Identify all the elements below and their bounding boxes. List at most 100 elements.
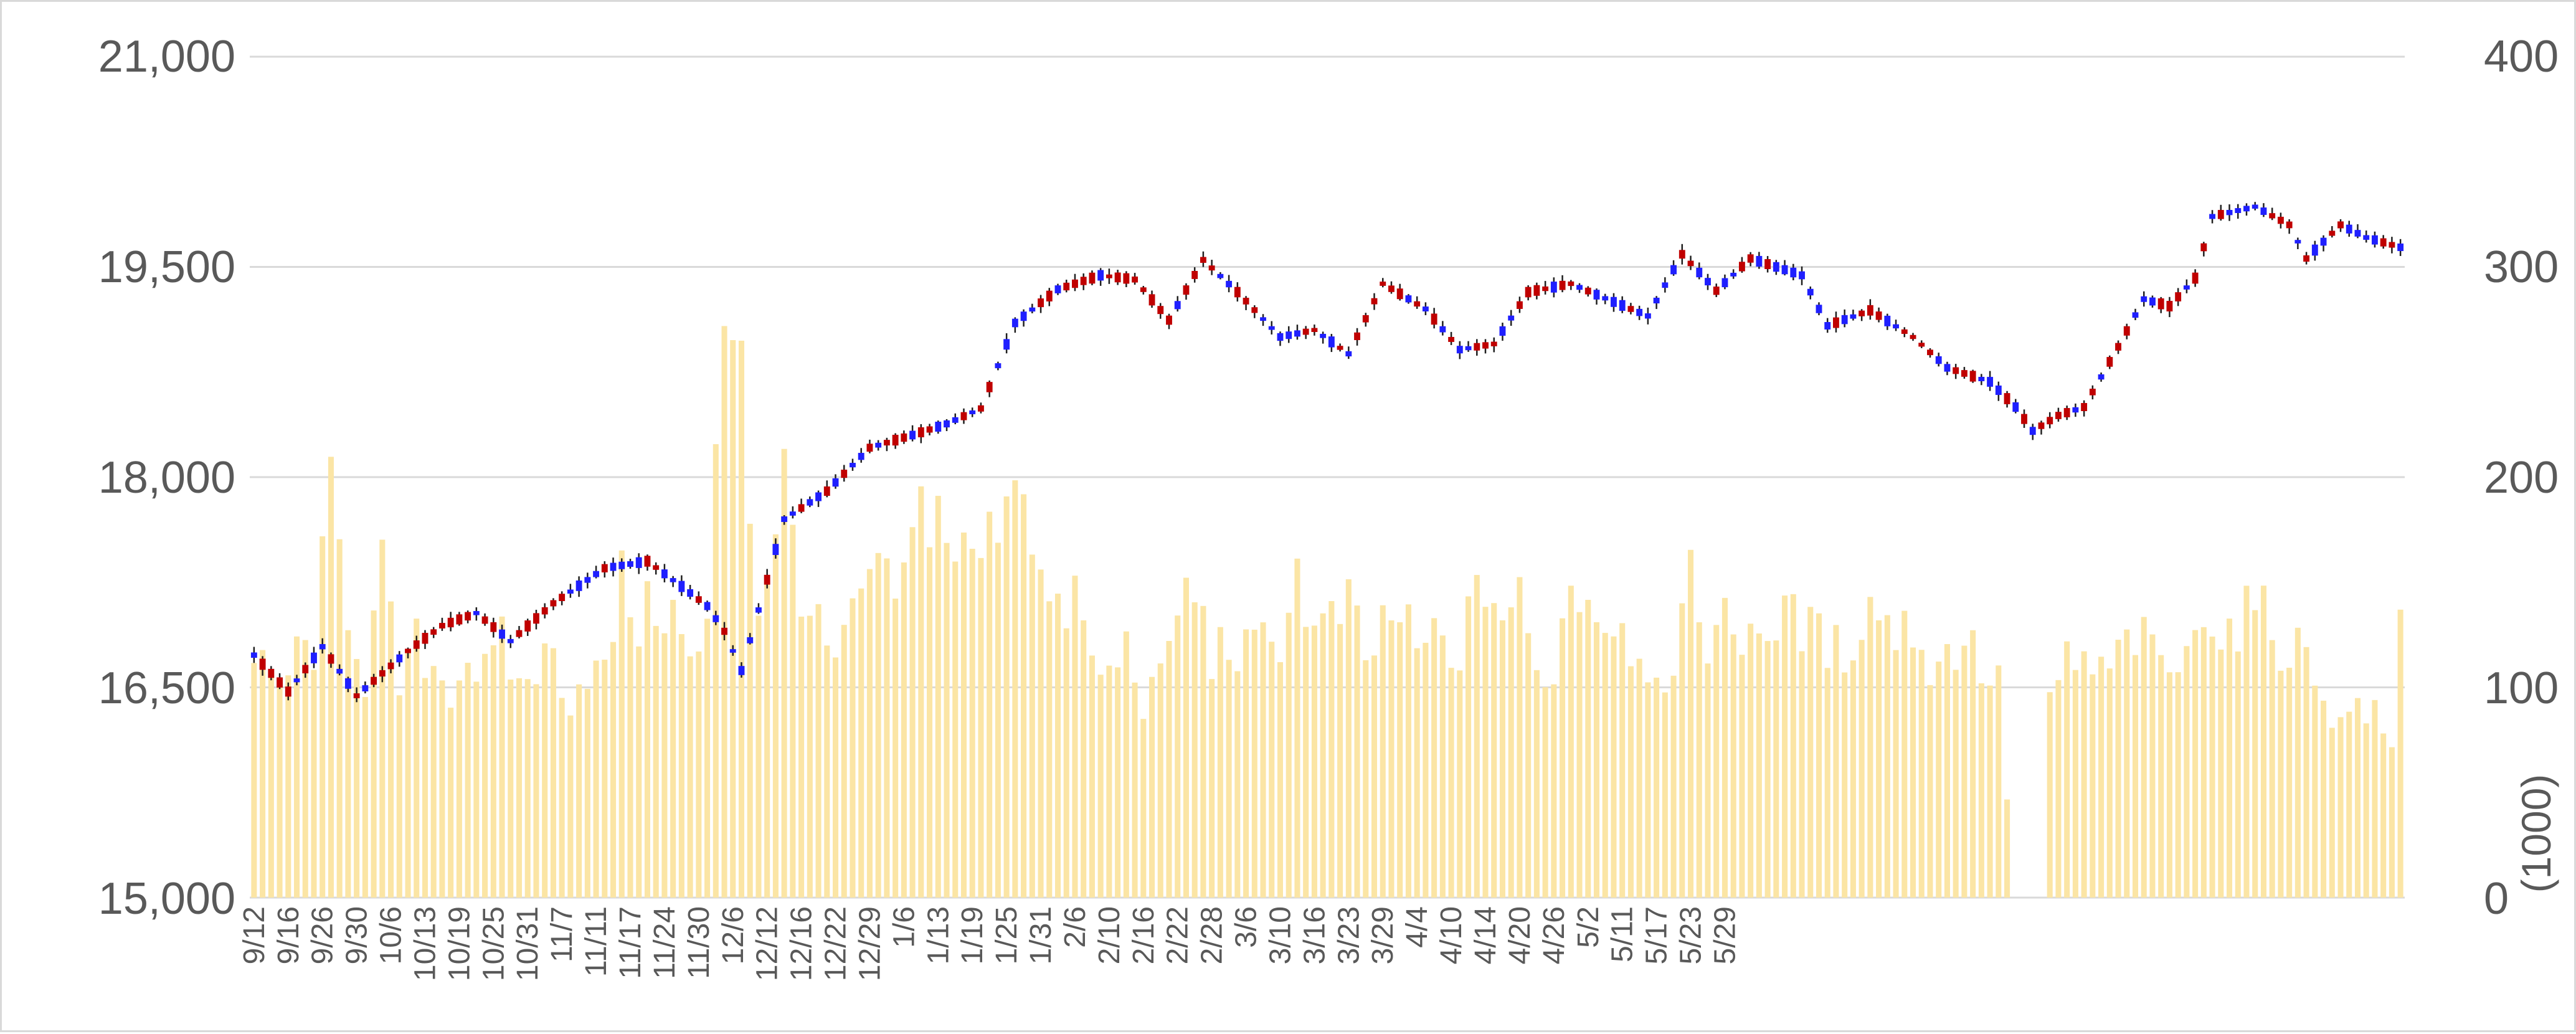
candle-body: [396, 654, 403, 663]
candle-body: [1354, 332, 1360, 340]
volume-bar: [1645, 682, 1651, 898]
candle-body: [1054, 285, 1061, 293]
candle-body: [713, 615, 719, 622]
volume-bar: [815, 604, 822, 898]
volume-bar: [533, 684, 539, 898]
candle-body: [1995, 385, 2002, 396]
candle-body: [2089, 389, 2096, 396]
candle-body: [2098, 374, 2105, 380]
y-tick-right: 100: [2484, 663, 2559, 713]
volume-bar: [499, 616, 505, 898]
volume-bar: [1029, 554, 1035, 898]
candle-body: [2286, 221, 2293, 229]
candle-body: [2055, 412, 2062, 419]
x-tick-label: 2/16: [1127, 906, 1160, 964]
volume-bar: [1354, 605, 1360, 898]
candle-body: [1148, 294, 1155, 306]
volume-bar: [1867, 597, 1873, 898]
candle-body: [2123, 326, 2130, 336]
candle-body: [635, 557, 642, 568]
volume-bar: [1431, 618, 1437, 898]
candle-body: [319, 644, 326, 650]
volume-bar: [2235, 651, 2241, 898]
volume-bar: [1961, 645, 1968, 898]
volume-bar: [1713, 625, 1720, 898]
candle-body: [2269, 213, 2276, 219]
volume-bar: [2397, 609, 2403, 898]
volume-bar: [1063, 628, 1069, 898]
candle-body: [670, 578, 676, 582]
volume-bar: [841, 625, 847, 898]
candle-body: [1114, 272, 1121, 283]
volume-bar: [1953, 670, 1959, 898]
volume-bar: [602, 660, 608, 898]
candle-body: [447, 617, 454, 628]
volume-bar: [1328, 601, 1335, 898]
candle-body: [1439, 326, 1446, 333]
volume-bar: [559, 698, 565, 898]
candle-body: [866, 443, 873, 452]
candle-body: [1935, 356, 1942, 364]
x-tick-label: 4/20: [1503, 906, 1537, 964]
volume-bar: [1183, 577, 1189, 898]
volume-bar: [1782, 595, 1788, 898]
candle-body: [1807, 288, 1814, 296]
volume-bar: [260, 650, 266, 898]
candle-body: [533, 613, 539, 624]
price-candles: [250, 202, 2404, 703]
candle-body: [250, 652, 257, 658]
candle-body: [2389, 242, 2395, 248]
candle-body: [1747, 254, 1754, 263]
volume-bar: [2047, 692, 2053, 898]
volume-bar: [293, 636, 300, 898]
volume-bar: [1140, 719, 1147, 898]
x-tick-label: 1/6: [888, 906, 921, 948]
volume-bar: [824, 645, 830, 898]
x-tick-label: 11/30: [683, 906, 716, 979]
candle-body: [601, 564, 608, 572]
candle-body: [1311, 328, 1318, 332]
candle-body: [1781, 265, 1788, 275]
volume-bar: [2132, 655, 2139, 898]
x-tick-label: 4/14: [1469, 906, 1502, 964]
x-tick-label: 2/28: [1196, 906, 1229, 964]
candle-body: [1482, 342, 1489, 349]
x-tick-label: 12/29: [853, 906, 886, 981]
candle-body: [627, 561, 633, 567]
candle-body: [490, 622, 497, 632]
candle-body: [1234, 287, 1241, 298]
candle-body: [422, 632, 429, 644]
candle-body: [1730, 272, 1737, 277]
volume-bar: [1157, 663, 1163, 898]
volume-bar: [909, 527, 916, 898]
volume-bar: [422, 678, 428, 898]
candle-body: [1020, 311, 1027, 321]
volume-bar: [405, 650, 411, 898]
volume-bar: [747, 523, 753, 898]
candle-body: [2311, 244, 2318, 256]
volume-bar: [704, 619, 711, 898]
candle-body: [2372, 235, 2378, 245]
candle-body: [1644, 313, 1651, 319]
volume-bar: [2329, 728, 2335, 898]
volume-bar: [388, 601, 394, 898]
volume-bar: [1448, 668, 1454, 898]
volume-bar: [1388, 620, 1395, 898]
candle-body: [1499, 326, 1506, 336]
volume-bar: [1380, 605, 1386, 898]
candle-body: [438, 623, 445, 628]
volume-bar: [644, 581, 650, 898]
candle-body: [2149, 297, 2156, 306]
volume-bar: [482, 653, 488, 898]
candle-body: [1636, 308, 1643, 316]
candle-body: [2047, 417, 2053, 425]
candle-body: [1525, 287, 1532, 298]
candle-body: [593, 571, 600, 577]
volume-bar: [2141, 617, 2147, 898]
volume-bar: [1568, 586, 1574, 898]
candle-body: [2038, 422, 2045, 429]
volume-bar: [2389, 747, 2395, 898]
volume-bar: [1688, 549, 1694, 898]
candle-body: [1799, 271, 1805, 280]
